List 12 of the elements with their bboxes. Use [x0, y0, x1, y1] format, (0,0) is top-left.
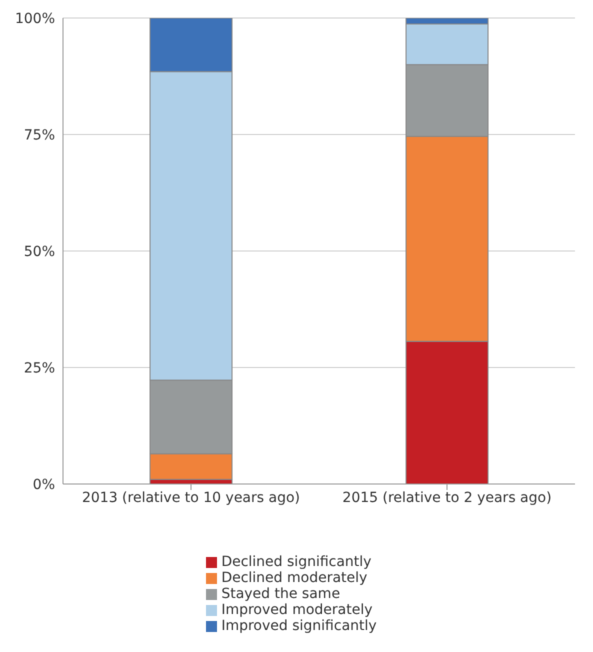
legend-label: Stayed the same — [221, 586, 340, 602]
x-tick-label: 2015 (relative to 2 years ago) — [342, 490, 552, 506]
y-tick-label: 100% — [14, 10, 55, 27]
x-tick-label: 2013 (relative to 10 years ago) — [82, 490, 300, 506]
legend-label: Improved moderately — [221, 602, 373, 618]
y-tick-label: 50% — [24, 244, 55, 260]
y-tick-label: 75% — [24, 127, 55, 144]
y-tick-label: 0% — [32, 476, 55, 493]
legend-label: Declined significantly — [221, 554, 372, 570]
legend-label: Improved significantly — [221, 618, 377, 634]
y-tick-label: 25% — [24, 360, 55, 376]
legend-label: Declined moderately — [221, 570, 368, 586]
